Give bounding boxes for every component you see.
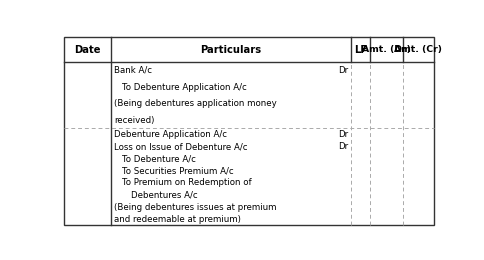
- Text: To Debenture A/c: To Debenture A/c: [122, 154, 197, 163]
- Text: Dr: Dr: [338, 66, 348, 75]
- Text: received): received): [114, 115, 154, 125]
- Text: Debenture Application A/c: Debenture Application A/c: [114, 130, 227, 139]
- Text: To Securities Premium A/c: To Securities Premium A/c: [122, 166, 234, 175]
- Text: Date: Date: [75, 45, 101, 55]
- Text: (Being debentures issues at premium: (Being debentures issues at premium: [114, 203, 277, 212]
- Text: Loss on Issue of Debenture A/c: Loss on Issue of Debenture A/c: [114, 142, 248, 151]
- Text: Bank A/c: Bank A/c: [114, 66, 152, 75]
- Text: Debentures A/c: Debentures A/c: [131, 191, 197, 200]
- Text: Dr: Dr: [338, 142, 348, 151]
- Text: Amt. (Dr): Amt. (Dr): [362, 45, 410, 54]
- Text: To Premium on Redemption of: To Premium on Redemption of: [122, 178, 252, 187]
- Text: To Debenture Application A/c: To Debenture Application A/c: [122, 82, 247, 92]
- Text: Particulars: Particulars: [200, 45, 262, 55]
- Text: and redeemable at premium): and redeemable at premium): [114, 215, 241, 224]
- Text: LF: LF: [354, 45, 367, 55]
- Text: (Being debentures application money: (Being debentures application money: [114, 99, 277, 108]
- Text: Amt. (Cr): Amt. (Cr): [394, 45, 442, 54]
- Text: Dr: Dr: [338, 130, 348, 139]
